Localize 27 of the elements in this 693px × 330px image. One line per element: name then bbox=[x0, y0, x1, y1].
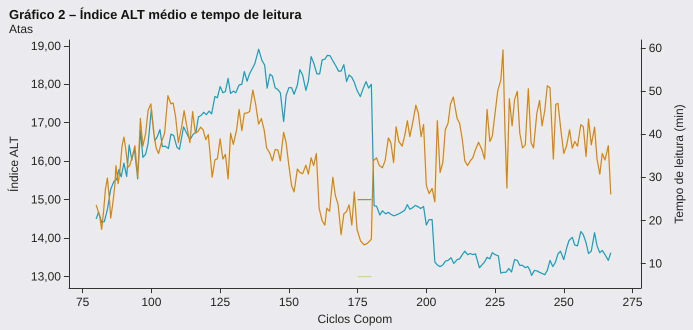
y-tick-label: 13,00 bbox=[30, 270, 62, 284]
y2-axis-title: Tempo de leitura (min) bbox=[672, 104, 686, 224]
x-tick-label: 200 bbox=[416, 295, 437, 310]
x-tick-label: 150 bbox=[278, 295, 300, 310]
x-tick-label: 275 bbox=[622, 295, 643, 310]
x-tick-label: 100 bbox=[141, 295, 162, 310]
y2-tick-label: 40 bbox=[648, 127, 662, 142]
y2-tick-label: 30 bbox=[648, 170, 662, 184]
chart-title: Gráfico 2 – Índice ALT médio e tempo de leitura bbox=[9, 7, 302, 22]
y-tick-label: 15,00 bbox=[30, 192, 62, 207]
x-tick-label: 175 bbox=[348, 295, 368, 310]
y2-tick-label: 60 bbox=[648, 40, 662, 55]
y2-tick-label: 20 bbox=[648, 213, 662, 228]
x-tick-label: 250 bbox=[554, 295, 574, 310]
chart-subtitle: Atas bbox=[9, 22, 34, 36]
y-tick-label: 17,00 bbox=[30, 116, 62, 130]
y2-tick-label: 10 bbox=[648, 256, 662, 271]
y-tick-label: 14,00 bbox=[30, 231, 62, 246]
x-tick-label: 75 bbox=[76, 295, 90, 310]
y2-tick-label: 50 bbox=[648, 84, 662, 98]
y-tick-label: 16,00 bbox=[30, 154, 62, 168]
x-axis-title: Ciclos Copom bbox=[317, 312, 392, 326]
x-tick-label: 125 bbox=[210, 295, 230, 310]
y-axis-title: Índice ALT bbox=[7, 135, 21, 192]
y-tick-label: 18,00 bbox=[30, 77, 62, 92]
x-tick-label: 225 bbox=[485, 295, 506, 310]
y-tick-label: 19,00 bbox=[30, 38, 62, 53]
